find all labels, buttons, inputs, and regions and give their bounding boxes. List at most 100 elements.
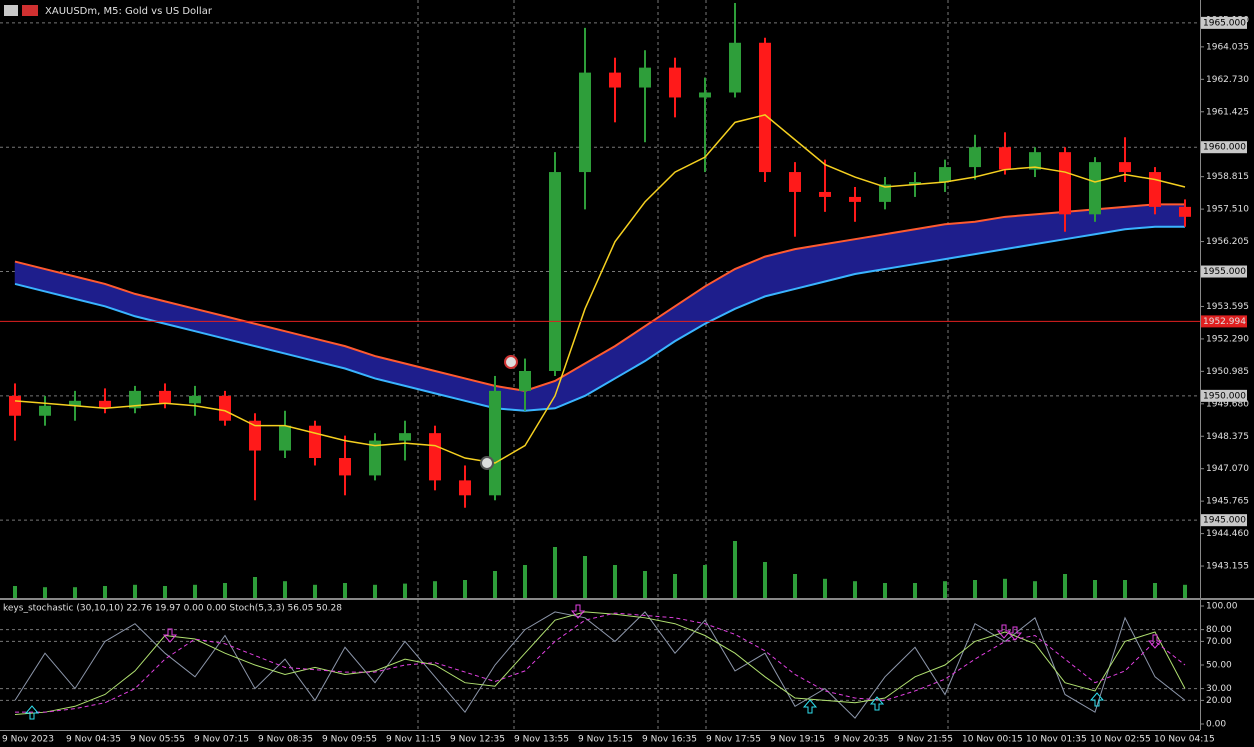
x-tick-label: 9 Nov 13:55 [514,735,569,745]
candle-body [1149,172,1161,207]
y-tick-label: 1961.425 [1206,107,1249,117]
volume-bar [1123,580,1127,598]
volume-bar [853,581,857,598]
band-fill [884,228,916,270]
level-label: 1950.000 [1203,391,1246,401]
candle-body [759,42,771,173]
band-fill [1124,204,1156,230]
icon [22,5,38,16]
chart-title: XAUUSDm, M5: Gold vs US Dollar [45,6,213,17]
candle-body [159,390,171,404]
volume-bar [1003,578,1007,598]
y-tick-label: 1962.730 [1206,75,1249,85]
volume-bar [163,586,167,598]
candle-body [399,433,411,441]
y-tick-label: 1952.290 [1206,334,1249,344]
candle-body [579,72,591,173]
band-fill [944,221,976,260]
x-tick-label: 9 Nov 12:35 [450,735,505,745]
candle-body [729,42,741,93]
x-tick-label: 10 Nov 02:55 [1090,735,1151,745]
candle-body [309,425,321,459]
volume-bar [13,586,17,598]
level-label: 1945.000 [1203,516,1246,526]
y-tick-label: 0.00 [1206,719,1226,729]
volume-bar [253,577,257,598]
candle-body [99,400,111,409]
lvl-box: 1955.000 [1201,265,1247,278]
lvl-box: 1960.000 [1201,141,1247,154]
volume-bar [133,584,137,598]
y-tick-label: 1943.155 [1206,562,1249,572]
volume-bar [913,583,917,598]
candle-body [1059,152,1071,215]
candle-body [1119,162,1131,173]
level-label: 1955.000 [1203,267,1246,277]
x-tick-label: 9 Nov 16:35 [642,735,697,745]
icon [4,5,18,16]
volume-bar [643,571,647,598]
x-tick-label: 9 Nov 05:55 [130,735,185,745]
price-box [1201,315,1247,328]
volume-bar [703,565,707,598]
x-tick-label: 9 Nov 08:35 [258,735,313,745]
volume-bar [523,565,527,598]
candle-body [879,184,891,202]
lvl-box: 1965.000 [1201,16,1247,29]
up-arrow [1089,692,1105,707]
volume-bar [763,562,767,598]
volume-bar [343,583,347,598]
volume-bar [193,584,197,598]
candle-body [549,172,561,371]
volume-bar [493,571,497,598]
candle-body [129,390,141,409]
y-tick-label: 1944.460 [1206,529,1249,539]
volume-bar [1153,583,1157,598]
y-tick-label: 1947.070 [1206,464,1249,474]
y-tick-label: 1958.815 [1206,172,1249,182]
volume-bar [613,565,617,598]
volume-bar [283,581,287,598]
down-arrow [1147,634,1163,649]
candle-body [39,405,51,416]
level-box [1201,141,1247,154]
band-fill [914,223,946,265]
y-tick-label: 70.00 [1206,637,1232,647]
down-arrow [996,624,1012,639]
volume-bar [73,587,77,598]
volume-bar [673,574,677,598]
volume-bar [403,583,407,598]
stoch-line [14,611,1186,719]
y-tick-label: 30.00 [1206,684,1232,694]
candle-body [1179,206,1191,217]
y-tick-label: 1950.985 [1206,367,1249,377]
candle-body [459,480,471,496]
moving-average [14,114,1186,464]
candle-body [489,390,501,496]
y-tick-label: 1957.510 [1206,205,1249,215]
down-arrow [570,604,586,619]
down-arrow [162,628,178,643]
candle-body [999,147,1011,170]
candle-body [639,67,651,88]
volume-bar [883,583,887,598]
volume-bar [1063,574,1067,598]
y-tick-label: 100.00 [1206,602,1238,612]
x-tick-label: 9 Nov 21:55 [898,735,953,745]
volume-bar [463,580,467,598]
candle-body [1089,162,1101,215]
x-tick-label: 9 Nov 09:55 [322,735,377,745]
candle-body [609,72,621,88]
volume-bar [553,547,557,598]
level-box [1201,265,1247,278]
volume-bar [823,578,827,598]
level-box [1201,389,1247,402]
candle-body [279,425,291,451]
x-tick-label: 9 Nov 2023 [2,735,54,745]
candle-body [369,440,381,476]
x-tick-label: 9 Nov 11:15 [386,735,441,745]
volume-bar [313,584,317,598]
